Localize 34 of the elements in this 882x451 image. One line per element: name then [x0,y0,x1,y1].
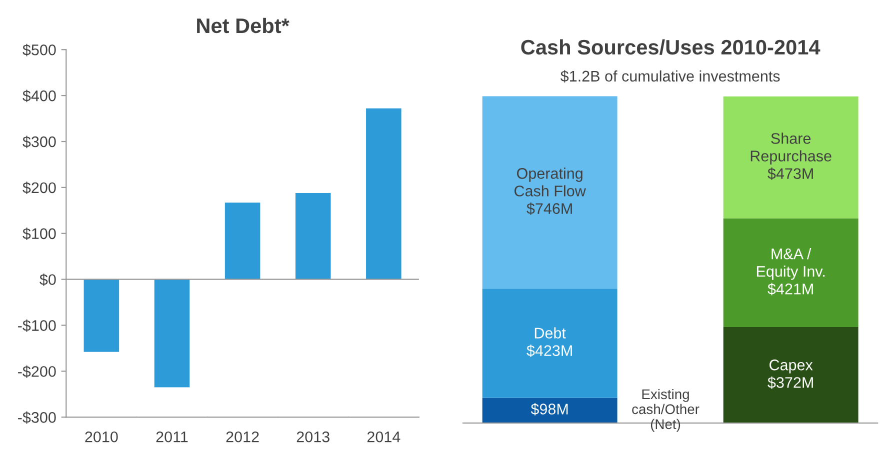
chart-title: Net Debt* [197,18,290,34]
y-tick-label: -$100 [18,320,56,332]
chart-title: Cash Sources/Uses 2010-2014 [521,39,820,55]
series-label: Debt [534,327,566,338]
x-tick-label: 2010 [85,431,118,442]
data-label: $98M [530,403,568,416]
series-label: Operating Cash Flow [514,168,586,196]
y-tick-label: $400 [22,90,56,102]
y-tick-label: $100 [22,228,56,240]
y-tick-label: -$300 [18,411,56,424]
series-label: Capex [770,360,813,374]
data-label: $473M [768,168,813,180]
x-tick-label: 2011 [156,431,188,442]
x-tick-label: 2012 [226,431,259,442]
bar [84,279,120,352]
y-tick-label: $200 [22,182,56,194]
x-tick-label: 2013 [296,431,330,442]
x-tick-label: 2014 [367,431,400,442]
series-label: M&A / Equity Inv. [756,248,825,280]
bar [295,192,331,280]
bar [366,108,402,280]
bar [154,279,190,388]
chart-subtitle: $1.2B of cumulative investments [560,70,780,83]
bar [224,202,260,280]
y-tick-label: -$200 [18,365,56,378]
y-tick-label: $300 [22,136,56,148]
series-label: Share Repurchase [750,132,832,164]
y-tick-label: $0 [40,274,56,286]
y-tick-label: $500 [22,44,56,56]
data-label: $746M [526,202,572,215]
data-label: $423M [526,344,572,357]
data-label: $372M [768,376,813,389]
data-label: $421M [768,282,813,296]
series-label: Existing cash/Other (Net) [632,388,700,432]
